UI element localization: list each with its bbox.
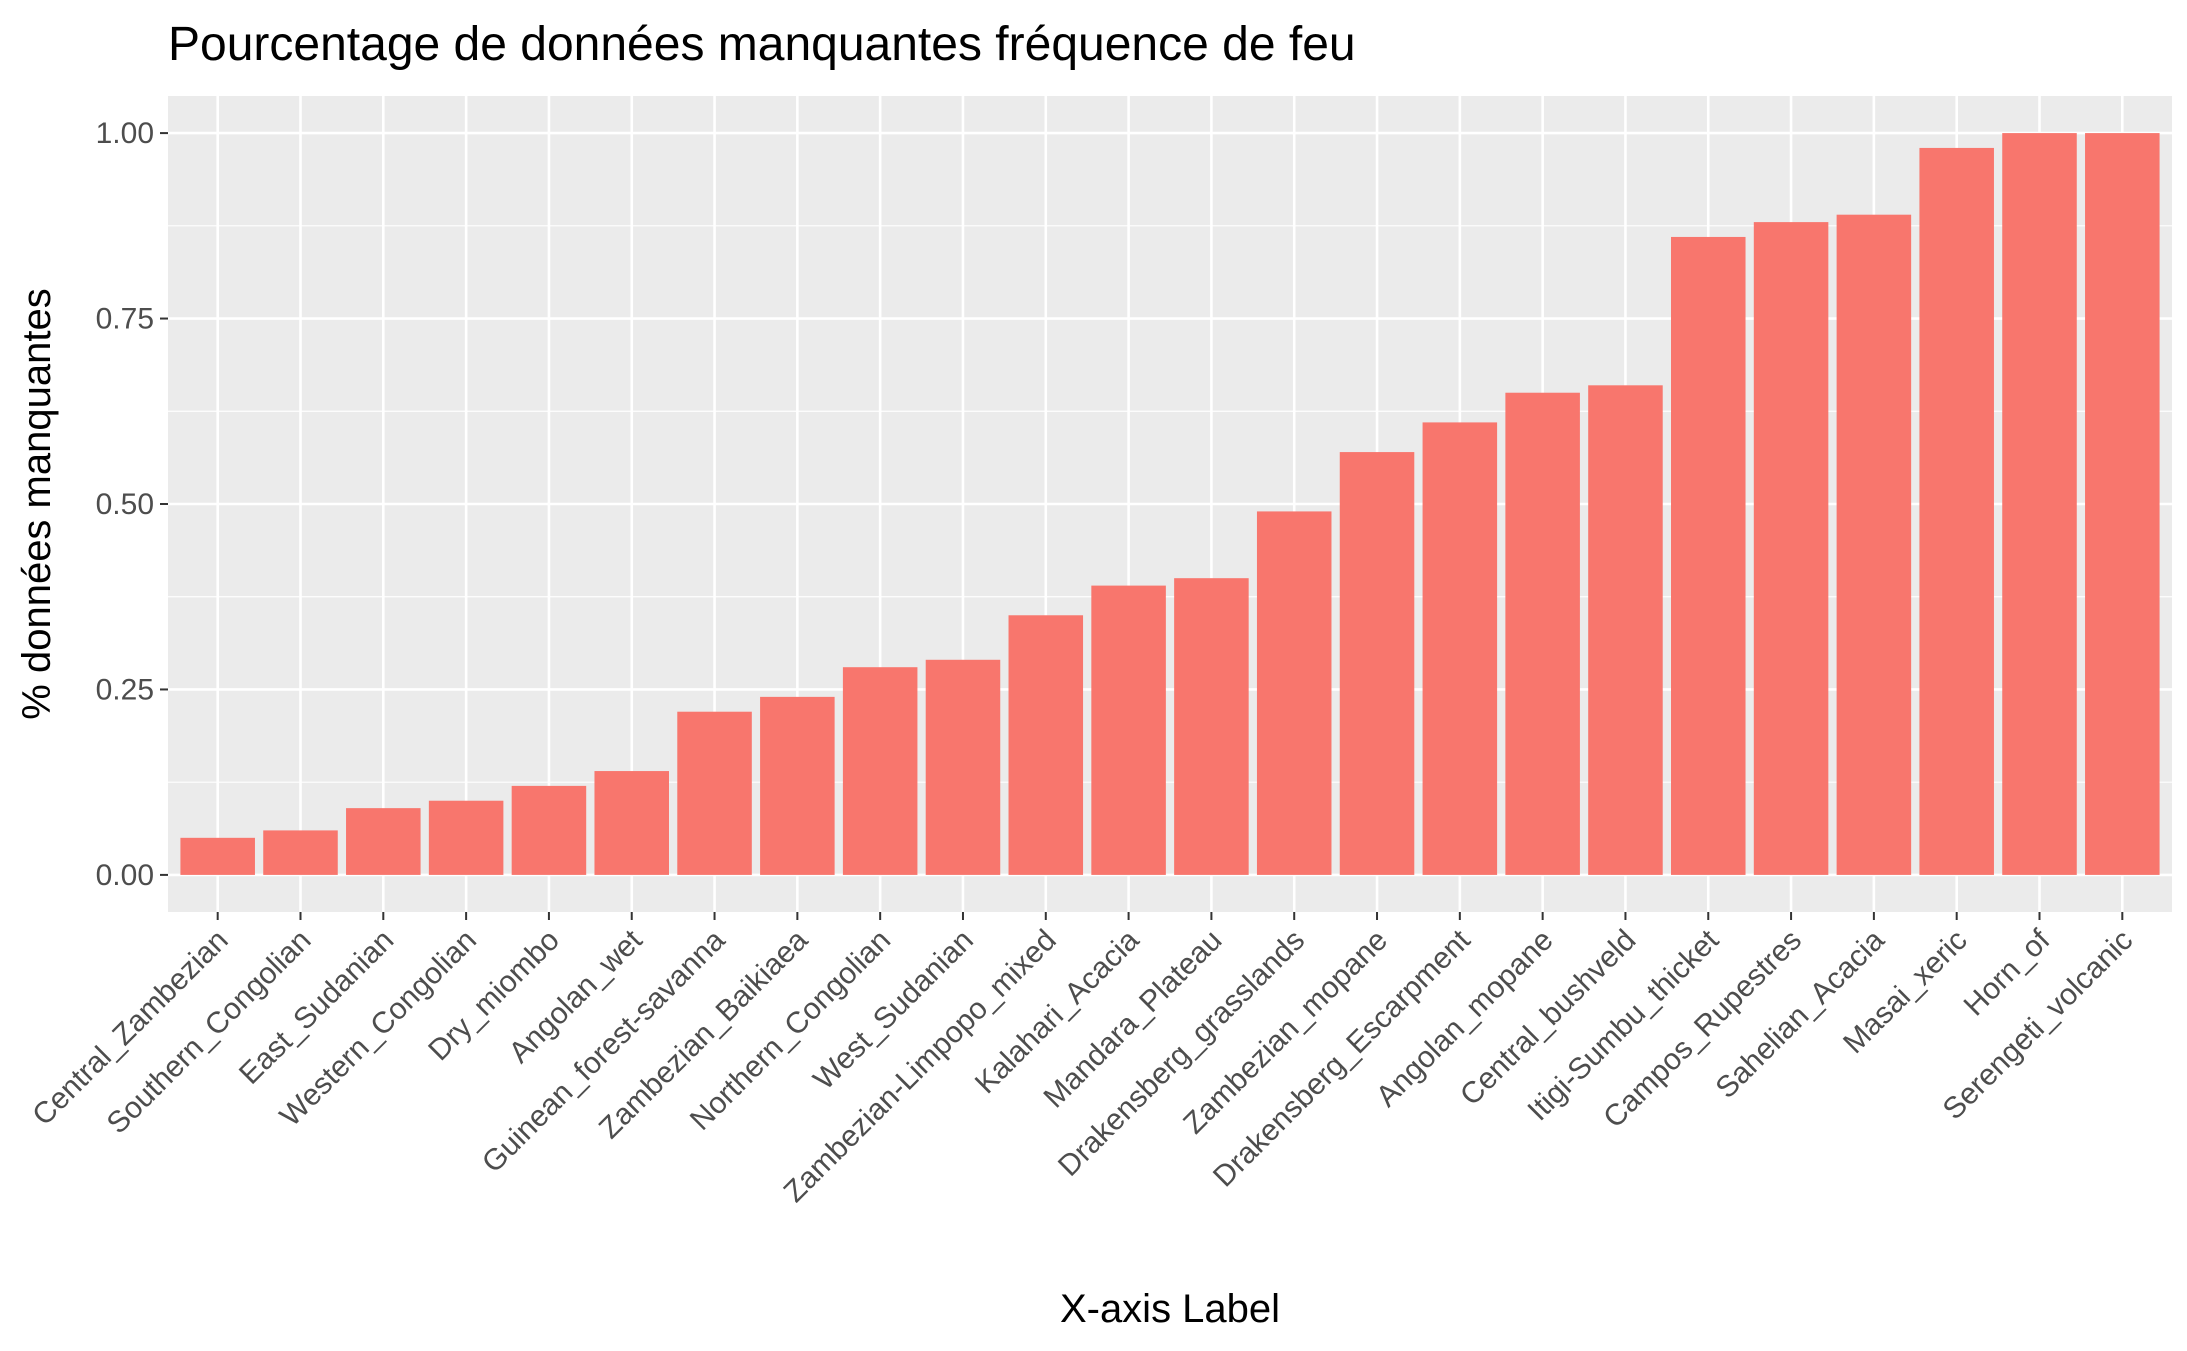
y-axis: 0.00 0.25 0.50 0.75 1.00	[96, 117, 168, 892]
bars	[180, 133, 2160, 875]
bar-Sahelian_Acacia	[1836, 214, 1912, 875]
bar-Zambezian-Limpopo_mixed	[1008, 615, 1084, 875]
x-axis-title: X-axis Label	[1060, 1287, 1280, 1331]
bar-Campos_Rupestres	[1753, 222, 1829, 875]
bar-Zambezian_Baikiaea	[760, 696, 835, 875]
y-tick-label: 0.50	[96, 488, 154, 521]
bar-Angolan_wet	[594, 771, 669, 875]
y-tick-label: 0.25	[96, 673, 154, 706]
bar-Northern_Congolian	[842, 667, 918, 875]
bar-Mandara_Plateau	[1174, 578, 1249, 875]
bar-East_Sudanian	[346, 808, 421, 875]
bar-Masai_xeric	[1919, 147, 1994, 875]
y-tick-label: 1.00	[96, 117, 154, 150]
bar-Guinean_forest-savanna	[677, 711, 752, 875]
x-axis: Central_ZambezianSouthern_CongolianEast_…	[26, 912, 2139, 1209]
bar-Dry_miombo	[511, 785, 587, 875]
bar-Southern_Congolian	[263, 830, 338, 875]
y-tick-label: 0.00	[96, 859, 154, 892]
bar-Zambezian_mopane	[1339, 452, 1415, 875]
bar-Horn_of	[2002, 133, 2077, 875]
bar-West_Sudanian	[925, 659, 1001, 875]
y-axis-title: % données manquantes	[15, 288, 59, 719]
y-tick-label: 0.75	[96, 303, 154, 336]
bar-Itigi-Sumbu_thicket	[1671, 236, 1746, 875]
bar-Central_Zambezian	[180, 837, 255, 875]
bar-Serengeti_volcanic	[2085, 133, 2160, 875]
bar-Angolan_mopane	[1505, 392, 1580, 875]
bar-Drakensberg_Escarpment	[1422, 422, 1498, 875]
bar-Central_bushveld	[1588, 385, 1663, 875]
bar-Kalahari_Acacia	[1091, 585, 1166, 875]
chart-title: Pourcentage de données manquantes fréque…	[168, 18, 1356, 71]
bar-Western_Congolian	[428, 800, 504, 875]
bar-Drakensberg_grasslands	[1256, 511, 1332, 875]
